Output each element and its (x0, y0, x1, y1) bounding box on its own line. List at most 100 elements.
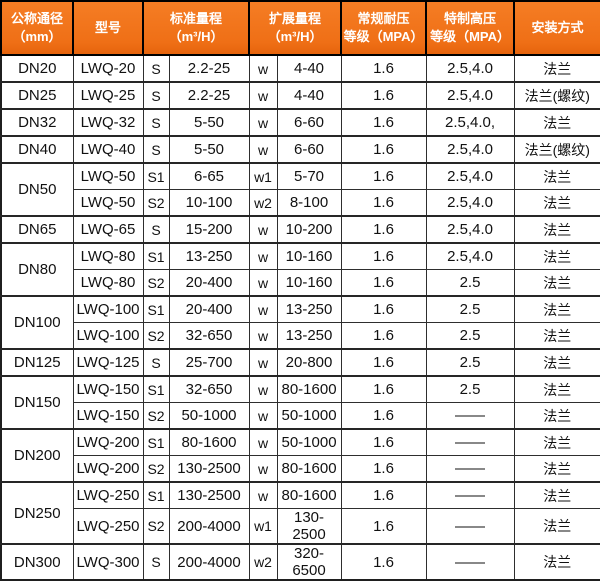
install-cell: 法兰(螺纹) (513, 135, 600, 164)
std-range-cell: 2.2-25 (168, 81, 250, 110)
high-pressure-cell: —— (425, 508, 515, 545)
ext-range-cell: 13-250 (276, 322, 342, 350)
std-range-cell: 2.2-25 (168, 54, 250, 83)
std-grade-cell: S (142, 348, 170, 377)
ext-range-cell: 8-100 (276, 189, 342, 217)
std-grade-cell: S2 (142, 402, 170, 430)
ext-range-cell: 320-6500 (276, 543, 342, 581)
model-cell: LWQ-100 (72, 322, 144, 350)
high-pressure-cell: —— (425, 455, 515, 483)
ext-grade-cell: w (248, 375, 278, 403)
ext-range-cell: 4-40 (276, 54, 342, 83)
std-range-cell: 130-2500 (168, 481, 250, 509)
std-grade-cell: S2 (142, 322, 170, 350)
model-cell: LWQ-125 (72, 348, 144, 377)
normal-pressure-cell: 1.6 (340, 455, 427, 483)
ext-grade-cell: w (248, 81, 278, 110)
table-row: DN20 LWQ-20 S 2.2-25 w 4-40 1.6 2.5,4.0 法兰 (0, 54, 600, 83)
ext-grade-cell: w (248, 481, 278, 509)
normal-pressure-cell: 1.6 (340, 242, 427, 270)
std-range-cell: 20-400 (168, 269, 250, 297)
std-grade-cell: S1 (142, 162, 170, 190)
install-cell: 法兰 (513, 215, 600, 244)
ext-range-cell: 50-1000 (276, 428, 342, 456)
diameter-cell: DN32 (0, 108, 74, 137)
install-cell: 法兰 (513, 108, 600, 137)
model-cell: LWQ-50 (72, 189, 144, 217)
normal-pressure-cell: 1.6 (340, 135, 427, 164)
high-pressure-cell: 2.5,4.0, (425, 108, 515, 137)
model-cell: LWQ-80 (72, 242, 144, 270)
table-row: LWQ-200 S2 130-2500 w 80-1600 1.6 —— 法兰 (1, 455, 600, 483)
std-grade-cell: S (142, 54, 170, 83)
normal-pressure-cell: 1.6 (340, 402, 427, 430)
high-pressure-cell: 2.5 (425, 348, 515, 377)
model-cell: LWQ-40 (72, 135, 144, 164)
model-cell: LWQ-65 (72, 215, 144, 244)
std-range-cell: 130-2500 (168, 455, 250, 483)
std-range-cell: 13-250 (168, 242, 250, 270)
normal-pressure-cell: 1.6 (340, 162, 427, 190)
ext-range-cell: 6-60 (276, 108, 342, 137)
model-cell: LWQ-150 (72, 402, 144, 430)
diameter-cell: DN200 (0, 428, 74, 483)
ext-grade-cell: w (248, 242, 278, 270)
high-pressure-cell: 2.5 (425, 375, 515, 403)
std-grade-cell: S1 (142, 375, 170, 403)
ext-grade-cell: w2 (248, 543, 278, 581)
header-nominal-diameter: 公称通径 （mm） (0, 0, 74, 56)
model-cell: LWQ-50 (72, 162, 144, 190)
install-cell: 法兰 (513, 295, 600, 323)
normal-pressure-cell: 1.6 (340, 269, 427, 297)
table-row: LWQ-250 S2 200-4000 w1 130-2500 1.6 —— 法兰 (1, 508, 600, 545)
table-row: DN100 LWQ-100 S1 20-400 w 13-250 1.6 2.5 法兰 (0, 295, 600, 350)
install-cell: 法兰(螺纹) (513, 81, 600, 110)
table-row: DN40 LWQ-40 S 5-50 w 6-60 1.6 2.5,4.0 法兰(螺纹) (0, 135, 600, 164)
high-pressure-cell: —— (425, 402, 515, 430)
install-cell: 法兰 (513, 54, 600, 83)
ext-range-cell: 50-1000 (276, 402, 342, 430)
std-range-cell: 15-200 (168, 215, 250, 244)
normal-pressure-cell: 1.6 (340, 108, 427, 137)
high-pressure-cell: —— (425, 481, 515, 509)
normal-pressure-cell: 1.6 (340, 543, 427, 581)
model-cell: LWQ-200 (72, 428, 144, 456)
std-range-cell: 80-1600 (168, 428, 250, 456)
diameter-cell: DN40 (0, 135, 74, 164)
normal-pressure-cell: 1.6 (340, 81, 427, 110)
ext-grade-cell: w (248, 108, 278, 137)
ext-grade-cell: w (248, 428, 278, 456)
high-pressure-cell: 2.5,4.0 (425, 81, 515, 110)
model-cell: LWQ-150 (72, 375, 144, 403)
header-normal-pressure: 常规耐压 等级（MPA） (340, 0, 428, 56)
high-pressure-cell: 2.5 (425, 295, 515, 323)
std-range-cell: 200-4000 (168, 543, 250, 581)
table-body: DN20 LWQ-20 S 2.2-25 w 4-40 1.6 2.5,4.0 法兰 DN25 LW… (0, 54, 600, 581)
normal-pressure-cell: 1.6 (340, 215, 427, 244)
ext-grade-cell: w (248, 348, 278, 377)
ext-grade-cell: w (248, 295, 278, 323)
model-cell: LWQ-250 (72, 508, 144, 545)
diameter-cell: DN300 (0, 543, 74, 581)
high-pressure-cell: 2.5,4.0 (425, 135, 515, 164)
std-grade-cell: S1 (142, 481, 170, 509)
high-pressure-cell: 2.5,4.0 (425, 242, 515, 270)
model-cell: LWQ-250 (72, 481, 144, 509)
ext-grade-cell: w (248, 455, 278, 483)
ext-range-cell: 10-160 (276, 269, 342, 297)
diameter-cell: DN100 (0, 295, 74, 350)
ext-grade-cell: w (248, 402, 278, 430)
high-pressure-cell: 2.5,4.0 (425, 54, 515, 83)
model-cell: LWQ-25 (72, 81, 144, 110)
diameter-cell: DN250 (0, 481, 74, 545)
ext-range-cell: 20-800 (276, 348, 342, 377)
diameter-cell: DN50 (0, 162, 74, 217)
high-pressure-cell: —— (425, 543, 515, 581)
normal-pressure-cell: 1.6 (340, 189, 427, 217)
install-cell: 法兰 (513, 242, 600, 270)
ext-range-cell: 4-40 (276, 81, 342, 110)
high-pressure-cell: 2.5,4.0 (425, 215, 515, 244)
high-pressure-cell: —— (425, 428, 515, 456)
header-installation: 安装方式 (513, 0, 600, 56)
normal-pressure-cell: 1.6 (340, 428, 427, 456)
